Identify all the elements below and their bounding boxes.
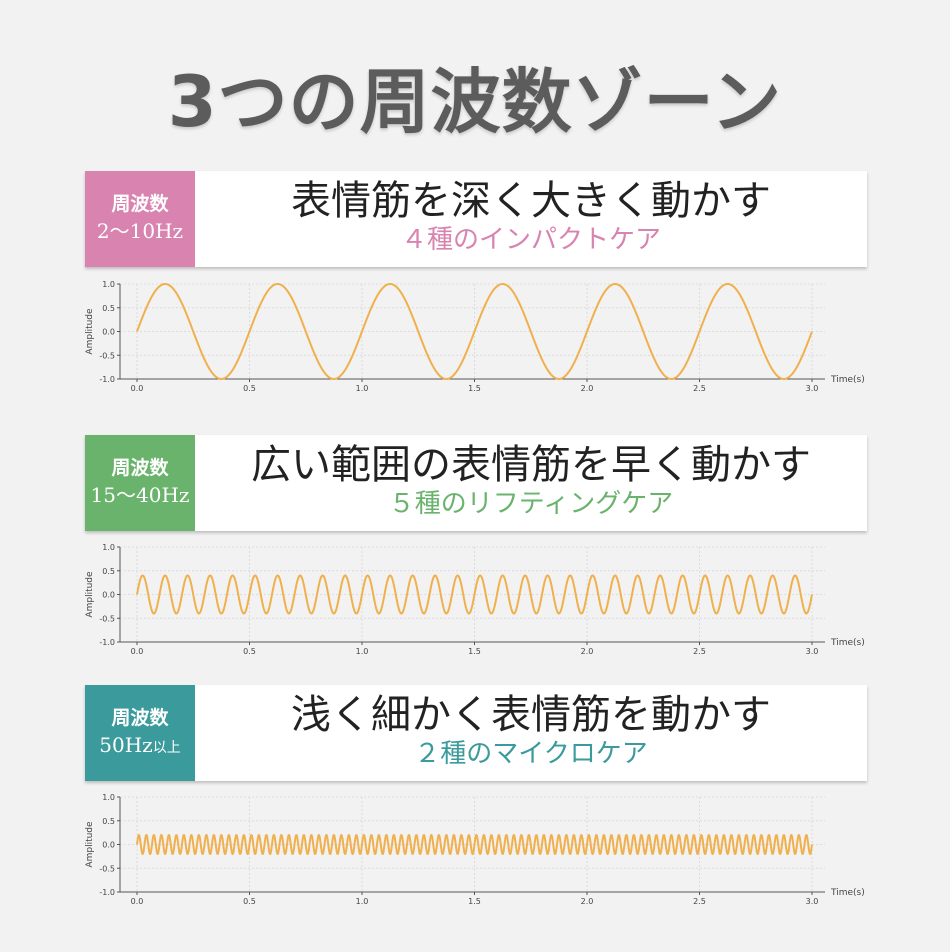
y-tick-label: -0.5 [99, 614, 115, 623]
y-axis-label: Amplitude [85, 571, 95, 618]
zone-subheading: ２種のマイクロケア [414, 739, 648, 769]
chart-3: 1.0 0.5 0.0 -0.5 -1.0 0.0 0.5 1.0 1.5 2.0 2.5 3.0 Ti… [85, 793, 865, 906]
zone-subheading: ５種のリフティングケア [388, 489, 674, 519]
badge-range-value: 50Hz [99, 732, 153, 757]
y-tick-label: 0.0 [102, 841, 115, 850]
y-tick-label: -1.0 [99, 888, 115, 897]
x-tick-label: 2.0 [581, 647, 594, 656]
badge-label: 周波数 [111, 706, 169, 729]
y-tick-label: 0.0 [102, 591, 115, 600]
y-tick-label: 0.5 [102, 817, 115, 826]
badge-label: 周波数 [111, 456, 169, 479]
x-tick-label: 0.0 [131, 384, 144, 393]
zone-subheading: ４種のインパクトケア [400, 225, 661, 255]
y-tick-label: 1.0 [102, 280, 115, 289]
x-tick-label: 0.5 [243, 897, 256, 906]
zone-badge-3: 周波数 50Hz以上 [85, 685, 195, 781]
y-tick-label: 0.5 [102, 567, 115, 576]
x-tick-label: 2.5 [693, 897, 706, 906]
zone-text-3: 浅く細かく表情筋を動かす ２種のマイクロケア [195, 685, 867, 781]
zone-header-1: 周波数 2〜10Hz 表情筋を深く大きく動かす ４種のインパクトケア [85, 171, 867, 267]
x-axis-label: Time(s) [830, 638, 865, 648]
x-tick-label: 0.5 [243, 384, 256, 393]
x-tick-label: 1.5 [468, 384, 481, 393]
x-tick-label: 2.5 [693, 384, 706, 393]
y-tick-label: 0.0 [102, 328, 115, 337]
x-tick-label: 1.0 [356, 897, 369, 906]
zone-header-3: 周波数 50Hz以上 浅く細かく表情筋を動かす ２種のマイクロケア [85, 685, 867, 781]
x-axis-label: Time(s) [830, 375, 865, 385]
y-tick-label: 0.5 [102, 304, 115, 313]
x-tick-label: 1.5 [468, 647, 481, 656]
x-tick-label: 2.0 [581, 897, 594, 906]
y-tick-label: -1.0 [99, 375, 115, 384]
x-tick-label: 3.0 [806, 647, 819, 656]
y-tick-label: -0.5 [99, 864, 115, 873]
series-line [136, 834, 813, 855]
y-tick-label: 1.0 [102, 543, 115, 552]
badge-range-value: 15〜40Hz [90, 482, 190, 507]
x-tick-label: 3.0 [806, 897, 819, 906]
y-tick-label: -0.5 [99, 351, 115, 360]
zone-badge-2: 周波数 15〜40Hz [85, 435, 195, 531]
badge-range-suffix: 以上 [152, 739, 181, 756]
x-tick-label: 0.0 [131, 897, 144, 906]
x-tick-label: 1.0 [356, 384, 369, 393]
x-tick-label: 1.0 [356, 647, 369, 656]
x-tick-label: 2.0 [581, 384, 594, 393]
zone-badge-1: 周波数 2〜10Hz [85, 171, 195, 267]
zone-heading: 浅く細かく表情筋を動かす [291, 692, 771, 738]
y-tick-label: 1.0 [102, 793, 115, 802]
x-tick-label: 0.0 [131, 647, 144, 656]
x-tick-label: 0.5 [243, 647, 256, 656]
zone-header-2: 周波数 15〜40Hz 広い範囲の表情筋を早く動かす ５種のリフティングケア [85, 435, 867, 531]
series-line [136, 574, 813, 615]
zone-heading: 表情筋を深く大きく動かす [291, 178, 771, 224]
zone-text-2: 広い範囲の表情筋を早く動かす ５種のリフティングケア [195, 435, 867, 531]
zone-heading: 広い範囲の表情筋を早く動かす [251, 442, 811, 488]
series-line [136, 283, 813, 380]
x-tick-label: 3.0 [806, 384, 819, 393]
chart-1: 1.0 0.5 0.0 -0.5 -1.0 0.0 0.5 1.0 1.5 2.0 2.5 3.0 Ti… [85, 280, 865, 393]
zone-text-1: 表情筋を深く大きく動かす ４種のインパクトケア [195, 171, 867, 267]
badge-range: 2〜10Hz [97, 217, 183, 248]
page-title: 3つの周波数ゾーン [167, 61, 783, 143]
y-axis-label: Amplitude [85, 308, 95, 355]
x-axis-label: Time(s) [830, 888, 865, 898]
y-axis-label: Amplitude [85, 821, 95, 868]
y-tick-label: -1.0 [99, 638, 115, 647]
chart-2: 1.0 0.5 0.0 -0.5 -1.0 0.0 0.5 1.0 1.5 2.0 2.5 3.0 Ti… [85, 543, 865, 656]
badge-range-value: 2〜10Hz [96, 218, 184, 243]
badge-range: 50Hz以上 [99, 731, 180, 762]
x-tick-label: 1.5 [468, 897, 481, 906]
x-tick-label: 2.5 [693, 647, 706, 656]
badge-range: 15〜40Hz [91, 481, 190, 512]
badge-label: 周波数 [111, 192, 169, 215]
